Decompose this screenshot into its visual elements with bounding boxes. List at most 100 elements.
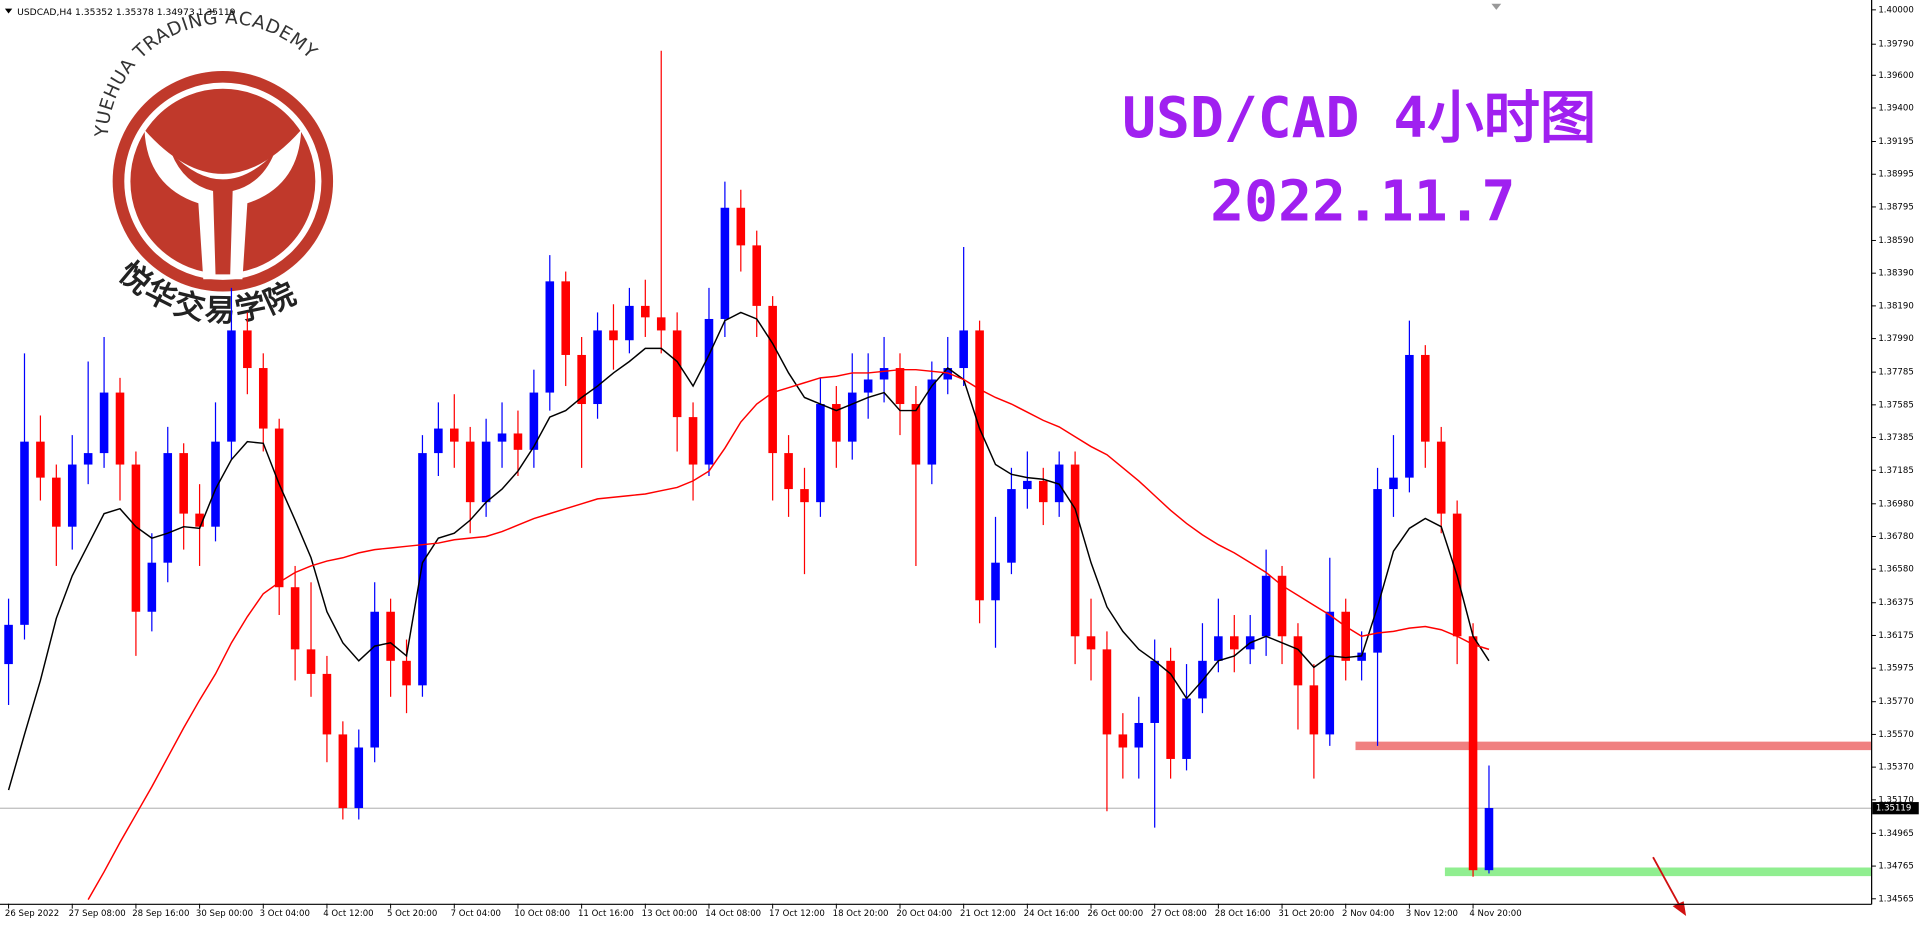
candle-body xyxy=(577,354,586,405)
candle-body xyxy=(1070,464,1080,637)
candle-body xyxy=(4,624,13,665)
y-tick-label: 1.36980 xyxy=(1878,499,1913,509)
candle-body xyxy=(386,611,395,661)
y-tick-label: 1.39400 xyxy=(1878,103,1913,113)
x-tick-label: 28 Sep 16:00 xyxy=(132,909,189,919)
candle-body xyxy=(1468,636,1478,871)
x-tick-label: 3 Oct 04:00 xyxy=(260,909,310,919)
candle-body xyxy=(1150,660,1159,723)
candle-body xyxy=(1086,636,1096,650)
candle-body xyxy=(258,368,268,429)
x-tick-label: 13 Oct 00:00 xyxy=(642,909,698,919)
candle-body xyxy=(306,649,316,674)
candle-body xyxy=(943,368,953,380)
y-tick-label: 1.37785 xyxy=(1878,368,1913,378)
candle-body xyxy=(115,392,125,465)
candle-body xyxy=(67,464,77,527)
candle-body xyxy=(832,404,841,442)
candle-body xyxy=(1389,477,1398,490)
candle-body xyxy=(800,489,809,503)
candle-body xyxy=(1309,685,1319,735)
candle-body xyxy=(784,453,793,490)
x-tick-label: 21 Oct 12:00 xyxy=(960,909,1016,919)
candle-body xyxy=(36,441,45,478)
candle-body xyxy=(991,562,1000,601)
candle-body xyxy=(561,281,570,355)
candle-body xyxy=(243,330,252,369)
x-tick-label: 4 Nov 20:00 xyxy=(1469,909,1521,919)
y-tick-label: 1.39195 xyxy=(1878,137,1913,147)
candle-body xyxy=(879,368,889,380)
candle-body xyxy=(704,318,714,465)
y-tick-label: 1.35370 xyxy=(1878,763,1913,773)
chart-subtitle: 2022.11.7 xyxy=(1210,169,1515,234)
candle-body xyxy=(1405,354,1414,478)
candle-body xyxy=(322,673,332,735)
y-tick-label: 1.36375 xyxy=(1878,598,1913,608)
candle-body xyxy=(434,428,443,454)
y-tick-label: 1.36175 xyxy=(1878,631,1913,641)
candle-body xyxy=(816,404,825,503)
candle-body xyxy=(179,453,188,514)
candle-body xyxy=(131,464,141,612)
y-tick-label: 1.34965 xyxy=(1878,829,1913,839)
candle-body xyxy=(911,404,921,465)
candle-body xyxy=(975,330,984,601)
candle-body xyxy=(1436,441,1446,514)
candle-body xyxy=(163,453,173,563)
candle-body xyxy=(641,305,650,318)
candle-body xyxy=(1054,464,1064,503)
candle-body xyxy=(768,305,777,454)
candle-body xyxy=(609,330,618,341)
candle-body xyxy=(1341,611,1350,661)
y-tick-label: 1.38190 xyxy=(1878,301,1913,311)
y-tick-label: 1.37990 xyxy=(1878,334,1913,344)
candle-body xyxy=(736,207,746,246)
candle-body xyxy=(1293,636,1303,686)
candle-body xyxy=(338,734,348,809)
x-tick-label: 20 Oct 04:00 xyxy=(896,909,952,919)
candle-body xyxy=(274,428,284,588)
x-tick-label: 18 Oct 20:00 xyxy=(833,909,889,919)
shift-marker xyxy=(1491,3,1502,10)
candle-body xyxy=(847,392,857,442)
candle-body xyxy=(1373,489,1382,653)
y-tick-label: 1.38795 xyxy=(1878,202,1913,212)
y-tick-label: 1.36580 xyxy=(1878,565,1913,575)
x-tick-label: 10 Oct 08:00 xyxy=(514,909,570,919)
y-tick-label: 1.35170 xyxy=(1878,795,1913,805)
candle-body xyxy=(195,513,204,527)
candle-body xyxy=(959,330,968,369)
candle-body xyxy=(672,330,682,418)
x-tick-label: 27 Oct 08:00 xyxy=(1151,909,1207,919)
y-tick-label: 1.37185 xyxy=(1878,466,1913,476)
candle-body xyxy=(450,428,459,442)
y-tick-label: 1.38590 xyxy=(1878,236,1913,246)
x-tick-label: 31 Oct 20:00 xyxy=(1278,909,1334,919)
y-tick-label: 1.37585 xyxy=(1878,400,1913,410)
x-tick-label: 4 Oct 12:00 xyxy=(323,909,373,919)
candle-body xyxy=(497,433,507,442)
candle-body xyxy=(227,330,236,442)
x-tick-label: 24 Oct 16:00 xyxy=(1024,909,1080,919)
candle-body xyxy=(481,441,491,503)
candle-body xyxy=(656,317,666,331)
chart-header: USDCAD,H4 1.35352 1.35378 1.34973 1.3511… xyxy=(17,7,236,18)
candle-body xyxy=(625,305,634,341)
candle-body xyxy=(465,441,475,503)
y-tick-label: 1.37385 xyxy=(1878,433,1913,443)
x-tick-label: 5 Oct 20:00 xyxy=(387,909,437,919)
y-tick-label: 1.35770 xyxy=(1878,697,1913,707)
candle-body xyxy=(370,611,379,748)
x-tick-label: 7 Oct 04:00 xyxy=(451,909,501,919)
moving-average xyxy=(87,368,1490,900)
candle-body xyxy=(545,281,555,393)
candle-body xyxy=(1325,611,1335,735)
candle-body xyxy=(52,477,61,527)
candle-body xyxy=(1357,652,1366,661)
x-tick-label: 3 Nov 12:00 xyxy=(1406,909,1458,919)
candle-body xyxy=(863,379,873,393)
